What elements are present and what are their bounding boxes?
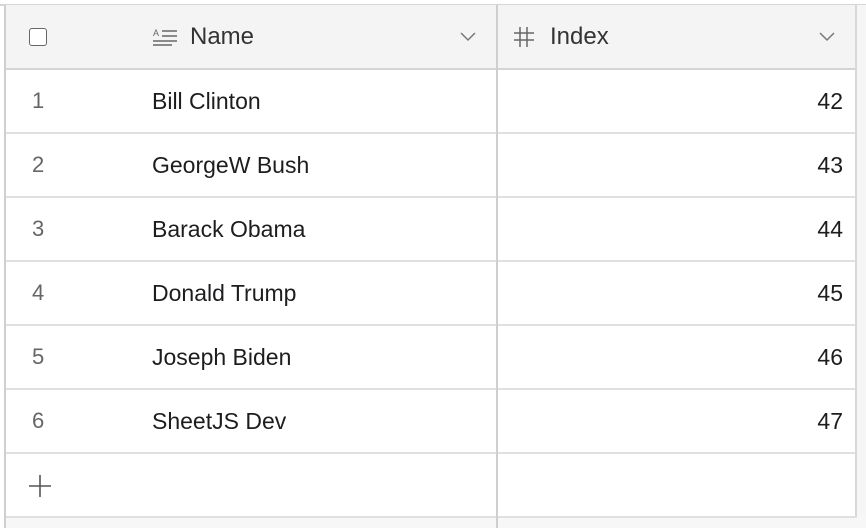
text-field-icon: A: [153, 28, 177, 46]
row-number: 1: [32, 88, 45, 113]
name-cell[interactable]: Joseph Biden: [152, 344, 292, 370]
column-header-index[interactable]: Index: [512, 5, 609, 68]
grid-left-border: [4, 5, 6, 528]
table-row[interactable]: 3 Barack Obama 44: [4, 198, 857, 262]
table-row[interactable]: 6 SheetJS Dev 47: [4, 390, 857, 454]
row-number: 5: [32, 344, 45, 369]
right-gutter: [857, 5, 866, 528]
index-cell[interactable]: 45: [817, 280, 843, 306]
index-cell[interactable]: 42: [817, 88, 843, 114]
chevron-down-icon[interactable]: [818, 31, 836, 43]
index-cell[interactable]: 44: [817, 216, 843, 242]
chevron-down-icon[interactable]: [459, 31, 477, 43]
row-number: 2: [32, 152, 45, 177]
column-divider[interactable]: [496, 5, 498, 528]
column-label: Index: [550, 22, 609, 50]
row-number: 4: [32, 280, 45, 305]
table-row[interactable]: 5 Joseph Biden 46: [4, 326, 857, 390]
add-row[interactable]: [4, 454, 857, 518]
column-label: Name: [190, 22, 255, 50]
index-cell[interactable]: 47: [817, 408, 843, 434]
grid-right-border: [855, 5, 857, 516]
name-cell[interactable]: Bill Clinton: [152, 88, 261, 114]
table-row[interactable]: 2 GeorgeW Bush 43: [4, 134, 857, 198]
index-cell[interactable]: 46: [817, 344, 843, 370]
svg-text:A: A: [153, 28, 159, 38]
empty-area: [4, 515, 866, 528]
name-cell[interactable]: SheetJS Dev: [152, 408, 287, 434]
index-cell[interactable]: 43: [817, 152, 843, 178]
hash-icon: [514, 26, 534, 47]
grid-header: A Name Index: [4, 5, 857, 70]
table-row[interactable]: 4 Donald Trump 45: [4, 262, 857, 326]
name-cell[interactable]: GeorgeW Bush: [152, 152, 310, 178]
row-number: 6: [32, 408, 45, 433]
select-all-checkbox[interactable]: [29, 28, 47, 46]
plus-icon[interactable]: [28, 474, 52, 498]
row-number: 3: [32, 216, 45, 241]
column-header-name[interactable]: A Name: [152, 5, 254, 68]
name-cell[interactable]: Donald Trump: [152, 280, 297, 306]
name-cell[interactable]: Barack Obama: [152, 216, 306, 242]
table-row[interactable]: 1 Bill Clinton 42: [4, 70, 857, 134]
